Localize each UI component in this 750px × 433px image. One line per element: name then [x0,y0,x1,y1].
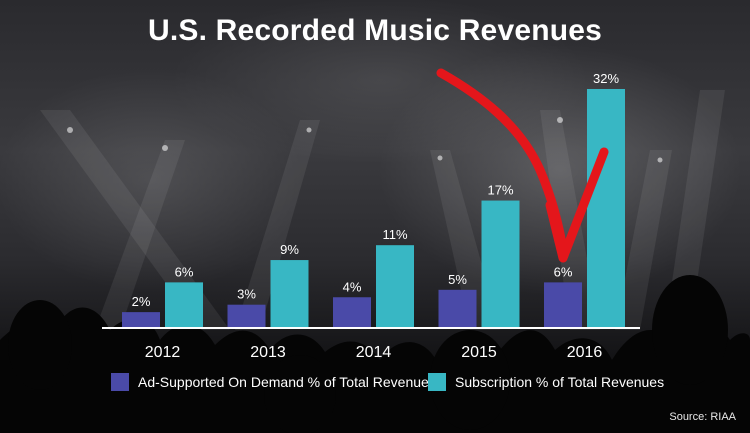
value-label-ad-supported-2016: 6% [554,264,573,279]
x-tick-label-2014: 2014 [356,344,392,361]
legend-swatch-ad-supported [111,373,129,391]
annotation-arrow-head [545,147,609,263]
value-labels: 2% 6% 3% 9% 4% 11% 5% 17% 6% 32% [132,71,620,309]
bar-ad-supported-2012 [122,312,160,327]
legend-swatch-subscription [428,373,446,391]
x-tick-label-2012: 2012 [145,344,181,361]
value-label-ad-supported-2013: 3% [237,287,256,302]
bar-ad-supported-2015 [438,289,477,327]
bar-group [122,89,625,327]
value-label-subscription-2015: 17% [487,183,513,198]
bar-subscription-2015 [481,200,520,327]
bar-subscription-2013 [270,260,309,327]
legend-label-subscription: Subscription % of Total Revenues [455,374,665,390]
legend-label-ad-supported: Ad-Supported On Demand % of Total Revenu… [138,374,436,390]
x-tick-label-2013: 2013 [250,344,286,361]
bar-ad-supported-2013 [227,304,266,327]
value-label-subscription-2014: 11% [382,227,407,242]
value-label-subscription-2012: 6% [175,264,194,279]
x-tick-label-2016: 2016 [567,344,603,361]
legend-item-ad-supported: Ad-Supported On Demand % of Total Revenu… [111,372,436,392]
value-label-ad-supported-2014: 4% [343,279,362,294]
legend-item-subscription: Subscription % of Total Revenues [428,372,664,392]
bar-subscription-2014 [376,245,414,327]
bar-ad-supported-2014 [333,297,371,327]
x-tick-label-2015: 2015 [461,344,497,361]
bar-ad-supported-2016 [544,282,582,327]
x-tick-labels: 2012 2013 2014 2015 2016 [145,344,603,361]
chart-title: U.S. Recorded Music Revenues [147,14,603,47]
bar-subscription-2016 [587,89,625,327]
source-note: Source: RIAA [669,411,736,423]
value-label-ad-supported-2012: 2% [132,294,151,309]
value-label-ad-supported-2015: 5% [448,272,467,287]
value-label-subscription-2013: 9% [280,242,299,257]
bar-subscription-2012 [165,282,203,327]
value-label-subscription-2016: 32% [593,71,619,86]
